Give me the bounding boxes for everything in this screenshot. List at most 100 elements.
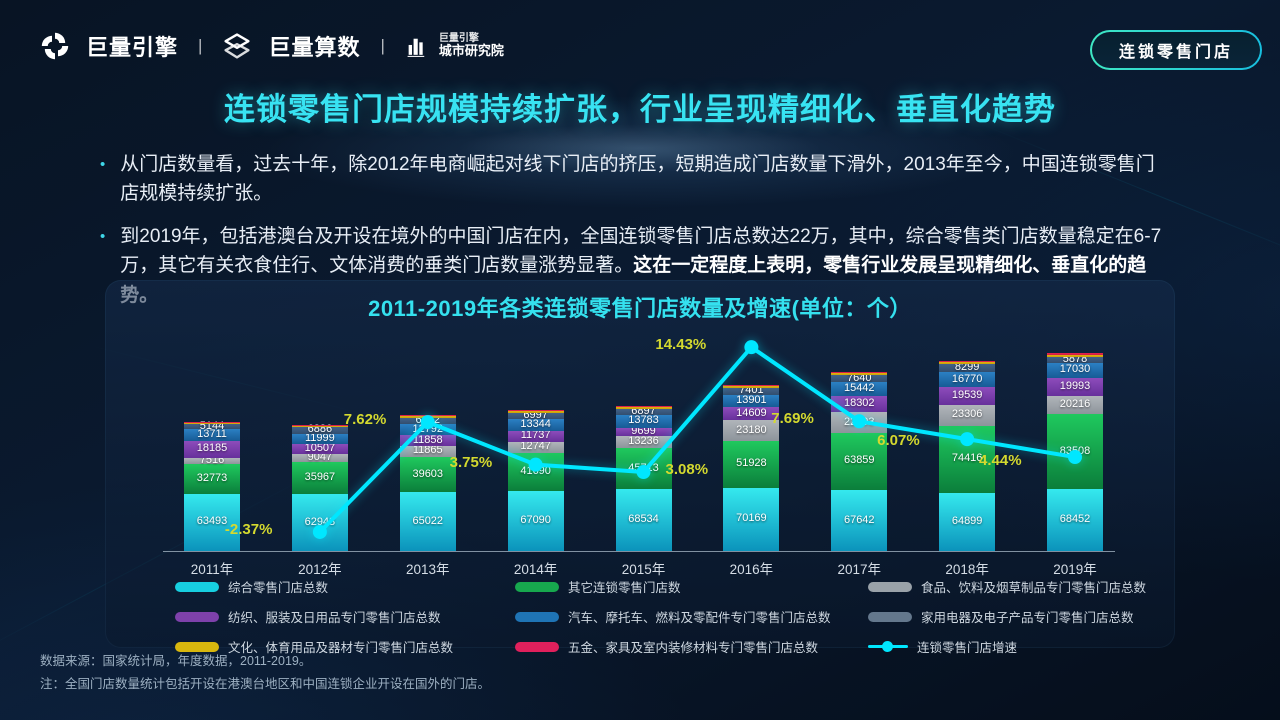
institute-line1: 巨量引擎 — [438, 32, 479, 44]
topic-badge: 连锁零售门店 — [1090, 30, 1262, 70]
growth-percent-label: 6.07% — [877, 432, 920, 450]
bar-segment — [399, 415, 456, 418]
bar-segment — [184, 457, 240, 465]
bar-segment — [831, 372, 888, 376]
bar-segment — [831, 396, 888, 413]
bar-segment — [1047, 353, 1103, 355]
bar-segment — [399, 423, 456, 436]
bar-segment — [399, 456, 456, 493]
bar-segment — [291, 433, 348, 445]
x-axis-label: 2014年 — [513, 562, 558, 577]
bar-segment — [184, 428, 240, 442]
growth-percent-label: 4.44% — [979, 452, 1022, 470]
x-axis-label: 2015年 — [621, 562, 666, 577]
growth-percent-label: 14.43% — [655, 336, 707, 354]
bar-segment — [723, 394, 780, 408]
bar-segment — [399, 414, 456, 416]
chart-title: 2011-2019年各类连锁零售门店数量及增速(单位：个） — [368, 296, 912, 321]
bar-segment — [291, 461, 348, 495]
legend-label: 连锁零售门店增速 — [917, 641, 1018, 655]
x-axis-label: 2012年 — [298, 562, 342, 577]
bar-segment — [184, 424, 240, 429]
bar-segment — [1047, 357, 1103, 363]
bar-segment — [1047, 378, 1103, 397]
legend-swatch — [515, 581, 559, 592]
bar-segment — [615, 436, 672, 449]
bar-segment — [184, 422, 240, 425]
legend-swatch — [175, 581, 219, 592]
bar-segment — [399, 417, 456, 424]
bar-segment — [615, 489, 672, 551]
bar-segment — [507, 453, 564, 491]
growth-percent-label: -2.37% — [224, 520, 273, 538]
bar-segment — [507, 441, 564, 454]
footnote-source: 数据来源：国家统计局，年度数据，2011-2019。 — [40, 654, 312, 668]
logo-text-engine: 巨量引擎 — [86, 35, 179, 60]
legend-label: 其它连锁零售门店数 — [568, 581, 681, 595]
bar-segment — [831, 375, 888, 383]
logo-separator: | — [380, 36, 385, 55]
bar-segment — [399, 492, 456, 551]
city-buildings-icon — [405, 33, 431, 59]
legend-item: 汽车、摩托车、燃料及零配件专门零售门店总数 — [515, 607, 868, 626]
x-axis-label: 2018年 — [945, 562, 989, 577]
bar-segment — [615, 415, 672, 428]
legend-label: 食品、饮料及烟草制品专门零售门店总数 — [921, 581, 1147, 595]
bar-segment — [1047, 414, 1103, 490]
x-axis-label: 2017年 — [837, 562, 882, 577]
institute-logo: 巨量引擎 城市研究院 — [405, 33, 504, 59]
legend-label: 文化、体育用品及器材专门零售门店总数 — [228, 641, 454, 655]
line-point — [744, 340, 759, 355]
growth-percent-label: 3.08% — [665, 461, 709, 479]
bar-segment — [184, 421, 240, 423]
x-axis-label: 2016年 — [729, 562, 774, 577]
bar-segment — [291, 494, 348, 551]
bar-segment — [507, 419, 564, 432]
page-title: 连锁零售门店规模持续扩张，行业呈现精细化、垂直化趋势 — [224, 92, 1056, 127]
bar-segment — [723, 385, 780, 388]
footnotes: 数据来源：国家统计局，年度数据，2011-2019。 注：全国门店数量统计包括开… — [40, 650, 490, 695]
legend-swatch — [175, 611, 219, 622]
bar-segment — [291, 425, 348, 428]
x-axis-label: 2019年 — [1053, 562, 1097, 577]
bar-segment — [723, 384, 780, 386]
legend-item: 五金、家具及室内装修材料专门零售门店总数 — [515, 637, 868, 656]
bar-segment — [184, 493, 240, 551]
legend-label: 综合零售门店总数 — [228, 581, 329, 595]
bullet-marker-icon — [100, 153, 105, 209]
legend-item: 食品、饮料及烟草制品专门零售门店总数 — [868, 577, 1146, 596]
legend-item: 家用电器及电子产品专门零售门店总数 — [868, 607, 1146, 626]
logo-separator: | — [198, 36, 203, 55]
bar-segment — [939, 492, 996, 551]
institute-line2: 城市研究院 — [438, 43, 504, 59]
legend-label: 汽车、摩托车、燃料及零配件专门零售门店总数 — [568, 611, 831, 625]
pinwheel-logo-icon — [40, 31, 70, 61]
bar-segment — [291, 424, 348, 426]
bar-segment — [615, 427, 672, 437]
diamond-logo-icon — [222, 31, 252, 61]
bar-segment — [723, 441, 780, 488]
legend-swatch — [515, 641, 559, 652]
x-axis-label: 2011年 — [190, 562, 234, 577]
legend-label: 纺织、服装及日用品专门零售门店总数 — [228, 611, 441, 625]
bar-segment — [939, 364, 996, 372]
legend-item: 文化、体育用品及器材专门零售门店总数 — [175, 637, 515, 656]
legend-item: 其它连锁零售门店数 — [515, 577, 868, 596]
bar-segment — [831, 490, 888, 551]
bar-segment — [1047, 362, 1103, 379]
bar-segment — [507, 409, 564, 411]
bar-segment — [939, 371, 996, 388]
legend-line-swatch — [868, 641, 908, 652]
bullet-item: 到2019年，包括港澳台及开设在境外的中国门店在内，全国连锁零售门店总数达22万… — [100, 222, 1172, 310]
bar-segment — [615, 408, 672, 416]
bullet-list: 从门店数量看，过去十年，除2012年电商崛起对线下门店的挤压，短期造成门店数量下… — [100, 150, 1172, 323]
growth-percent-label: 3.75% — [449, 453, 493, 471]
legend-item: 连锁零售门店增速 — [868, 637, 1146, 656]
bar-segment — [939, 360, 996, 362]
bar-segment — [615, 405, 672, 407]
legend-swatch — [515, 611, 559, 622]
bar-segment — [399, 435, 456, 447]
bar-segment — [1047, 489, 1103, 551]
bar-segment — [723, 487, 780, 551]
